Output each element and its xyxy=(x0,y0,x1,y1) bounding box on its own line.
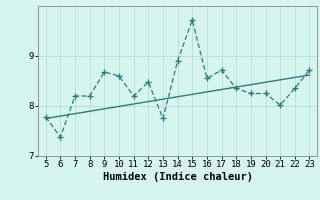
X-axis label: Humidex (Indice chaleur): Humidex (Indice chaleur) xyxy=(103,172,252,182)
